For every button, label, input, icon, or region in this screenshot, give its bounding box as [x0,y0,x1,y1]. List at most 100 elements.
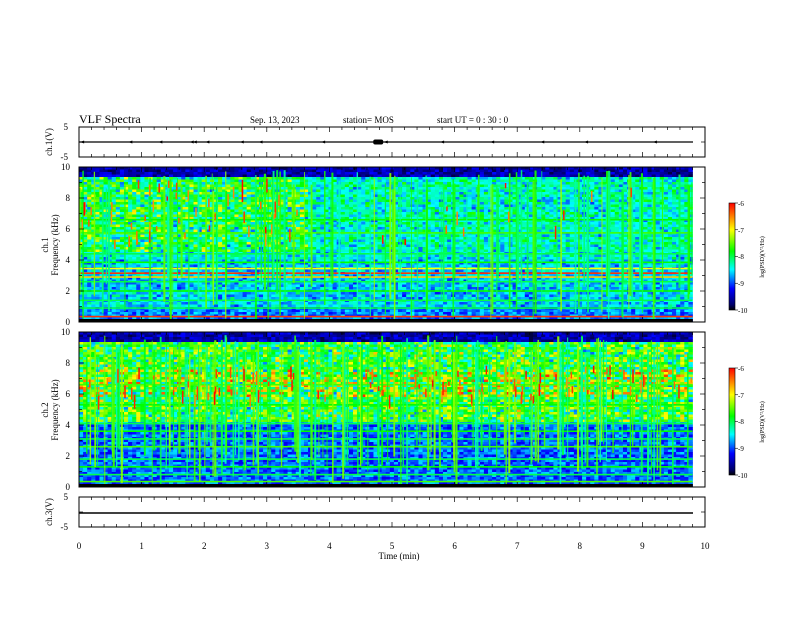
spectrogram-cell [455,190,459,193]
spectrogram-cell [312,237,316,240]
spectrogram-cell [341,195,345,198]
spectrogram-cell [656,170,660,173]
spectrogram-cell [181,170,185,173]
spectrogram-cell [132,247,136,250]
spectrogram-cell [484,230,488,233]
spectrogram-cell [468,172,472,175]
spectrogram-cell [345,185,349,188]
spectrogram-cell [91,200,95,203]
spectrogram-cell [594,235,598,238]
spectrogram-cell [136,190,140,193]
spectrogram-cell [288,242,292,245]
spectrogram-cell [112,170,116,173]
spectrogram-cell [316,195,320,198]
spectrogram-cell [517,185,521,188]
spectrogram-cell [615,182,619,185]
spectrogram-cell [112,215,116,218]
spectrogram-cell [116,187,120,190]
spectrogram-cell [312,190,316,193]
spectrogram-cell [157,237,161,240]
spectrogram-cell [664,202,668,205]
spectrogram-cell [668,240,672,243]
spectrogram-cell [239,225,243,228]
spectrogram-cell [590,222,594,225]
spectrogram-cell [128,197,132,200]
spectrogram-cell [468,207,472,210]
spectrogram-cell [664,237,668,240]
spectrogram-cell [136,170,140,173]
spectrogram-cell [87,187,91,190]
spectrogram-cell [189,187,193,190]
spectrogram-cell [504,245,508,248]
spectrogram-cell [144,245,148,248]
spectrogram-cell [656,175,660,178]
spectrogram-cell [549,187,553,190]
spectrogram-cell [647,177,651,180]
spectrogram-cell [656,237,660,240]
spectrogram-cell [562,185,566,188]
spectrogram-cell [243,182,247,185]
spectrogram-cell [144,177,148,180]
spectrogram-cell [296,222,300,225]
spectrogram-cell [656,177,660,180]
spectrogram-cell [529,172,533,175]
spectrogram-cell [243,187,247,190]
spectrogram-cell [402,235,406,238]
spectrogram-cell [112,197,116,200]
spectrogram-cell [496,180,500,183]
spectrogram-cell [365,210,369,213]
spectrogram-cell [288,175,292,178]
spectrogram-cell [312,192,316,195]
spectrogram-cell [251,187,255,190]
spectrogram-cell [247,172,251,175]
spectrogram-cell [647,230,651,233]
spectrogram-cell [619,170,623,173]
spectrogram-cell [500,200,504,203]
spectrogram-cell [153,190,157,193]
spectrogram-cell [198,175,202,178]
spectrogram-cell [664,245,668,248]
spectrogram-cell [418,225,422,228]
spectrogram-cell [611,192,615,195]
ch1-glitch-mark [384,141,388,144]
spectrogram-cell [517,172,521,175]
spectrogram-cell [418,227,422,230]
spectrogram-cell [230,235,234,238]
spectrogram-cell [627,170,631,173]
spectrogram-cell [680,185,684,188]
spectrogram-cell [144,195,148,198]
spectrogram-cell [492,177,496,180]
spectrogram-cell [431,215,435,218]
spectrogram-cell [668,182,672,185]
spectrogram-cell [545,200,549,203]
spectrogram-cell [570,230,574,233]
spectrogram-cell [91,202,95,205]
spectrogram-cell [337,175,341,178]
spectrogram-cell [488,172,492,175]
spectrogram-cell [157,172,161,175]
spectrogram-cell [181,182,185,185]
spectrogram-cell [144,212,148,215]
spectrogram-cell [140,175,144,178]
spectrogram-cell [316,225,320,228]
spectrogram-cell [656,225,660,228]
spectrogram-cell [570,207,574,210]
spectrogram-cell [590,202,594,205]
spectrogram-cell [251,182,255,185]
spectrogram-cell [112,210,116,213]
spectrogram-cell [247,200,251,203]
spectrogram-cell [378,212,382,215]
spectrogram-cell [570,192,574,195]
spectrogram-cell [410,215,414,218]
spectrogram-cell [91,175,95,178]
spectrogram-cell [615,212,619,215]
spectrogram-cell [234,200,238,203]
spectrogram-cell [234,227,238,230]
spectrogram-cell [545,175,549,178]
spectrogram-cell [173,202,177,205]
spectrogram-cell [635,170,639,173]
spectrogram-cell [91,215,95,218]
spectrogram-cell [582,172,586,175]
spectrogram-cell [414,207,418,210]
spectrogram-cell [87,242,91,245]
